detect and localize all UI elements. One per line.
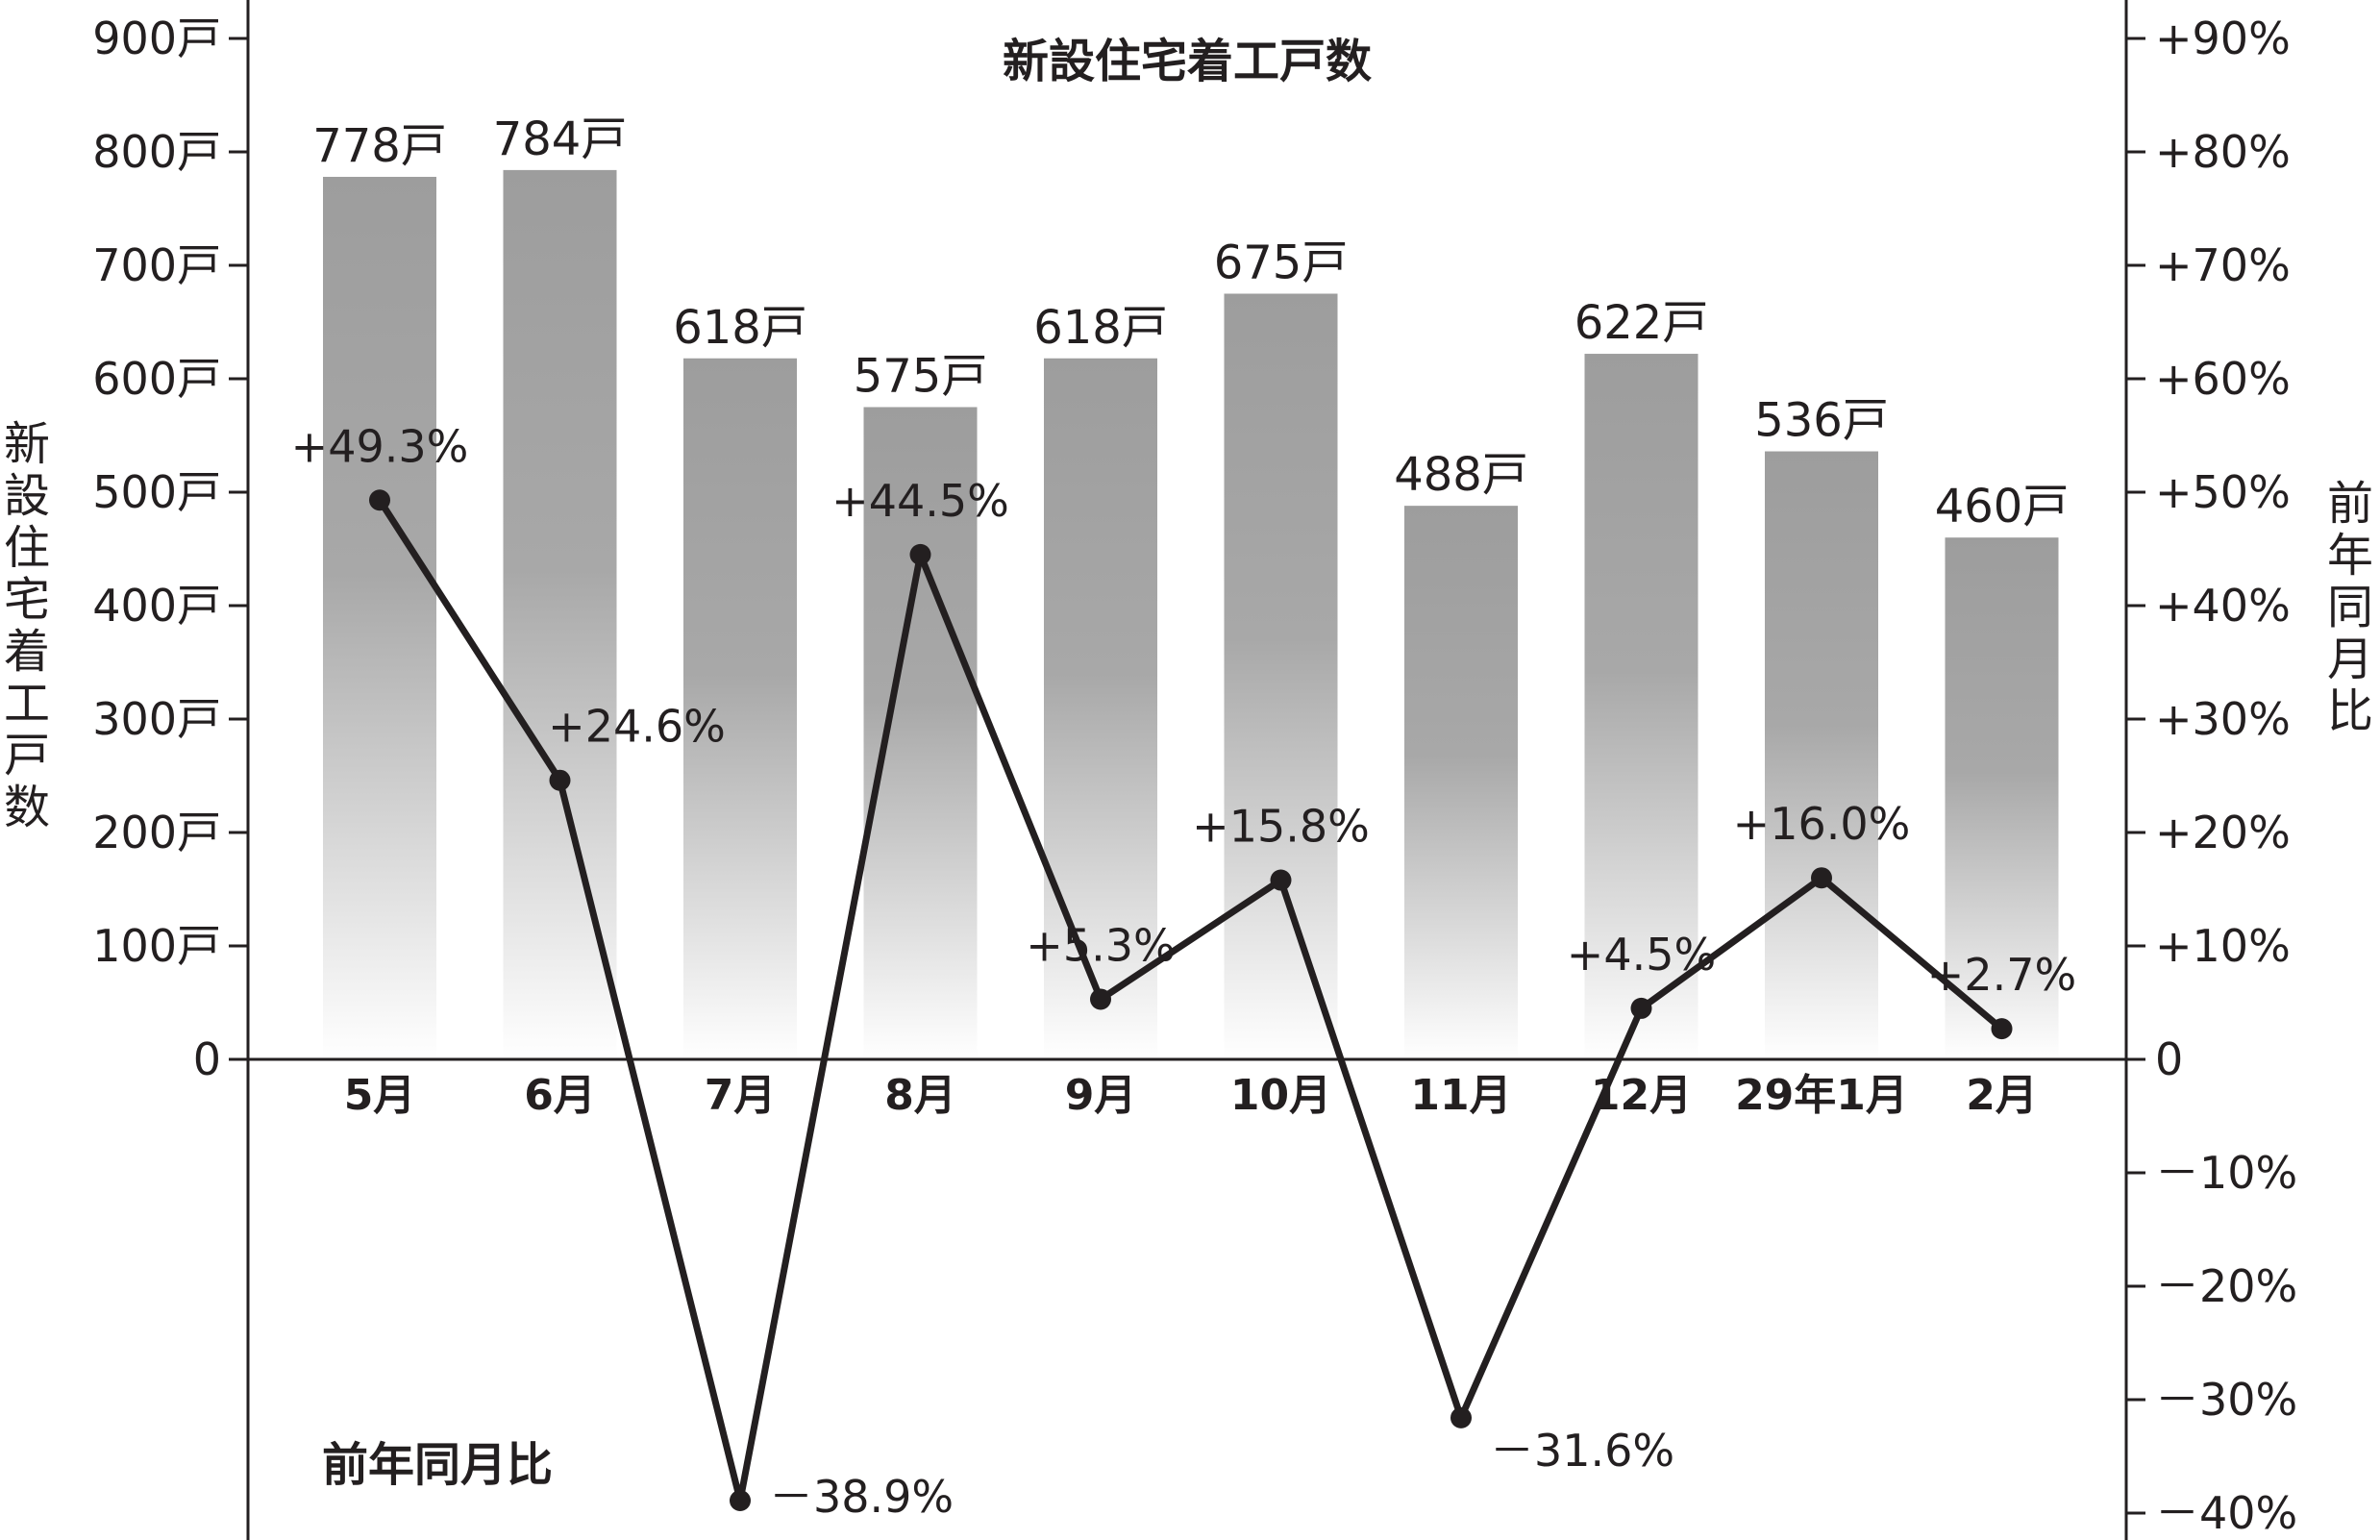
yoy-value-label: +16.0% bbox=[1733, 798, 1911, 850]
category-label: 12月 bbox=[1591, 1071, 1692, 1120]
yoy-value-label: +24.6% bbox=[548, 701, 726, 753]
yoy-value-label: +5.3% bbox=[1026, 919, 1175, 971]
right-tick-label: －40% bbox=[2155, 1487, 2297, 1539]
yoy-value-label: +44.5% bbox=[831, 475, 1009, 527]
bar-9 bbox=[1945, 537, 2059, 1059]
bar-value-label: 784戸 bbox=[493, 112, 628, 166]
bar-value-label: 618戸 bbox=[673, 301, 807, 355]
line-series-caption: 前年同月比 bbox=[322, 1438, 553, 1492]
bar-5 bbox=[1224, 293, 1338, 1059]
yoy-point-7 bbox=[1630, 997, 1652, 1019]
right-tick-label: +40% bbox=[2155, 580, 2291, 632]
bar-1 bbox=[503, 169, 617, 1059]
axis-title-char: 前 bbox=[2327, 477, 2373, 531]
category-label: 11月 bbox=[1410, 1071, 1511, 1120]
axis-title-char: 工 bbox=[4, 677, 50, 731]
right-axis-title: 前年同月比 bbox=[2327, 477, 2373, 738]
bar-value-label: 618戸 bbox=[1033, 301, 1168, 355]
bar-value-label: 778戸 bbox=[312, 119, 447, 173]
chart-title: 新設住宅着工戸数 bbox=[1003, 35, 1372, 88]
yoy-point-4 bbox=[1090, 988, 1111, 1010]
yoy-point-3 bbox=[909, 543, 931, 565]
category-label: 10月 bbox=[1230, 1071, 1331, 1120]
right-tick-label: +50% bbox=[2155, 466, 2291, 518]
yoy-point-2 bbox=[730, 1490, 751, 1512]
right-tick-label: +30% bbox=[2155, 693, 2291, 745]
left-tick-label: 300戸 bbox=[92, 693, 221, 745]
yoy-value-label: +49.3% bbox=[291, 420, 469, 472]
category-label: 6月 bbox=[524, 1071, 596, 1120]
left-tick-label: 700戸 bbox=[92, 239, 221, 291]
bar-value-label: 460戸 bbox=[1935, 480, 2070, 534]
category-label: 2月 bbox=[1966, 1071, 2038, 1120]
axis-title-char: 宅 bbox=[4, 573, 50, 627]
right-tick-label: －20% bbox=[2155, 1260, 2297, 1312]
bar-4 bbox=[1044, 358, 1157, 1059]
yoy-point-5 bbox=[1270, 869, 1292, 891]
left-tick-label: 500戸 bbox=[92, 466, 221, 518]
bar-value-label: 575戸 bbox=[854, 350, 988, 404]
yoy-value-label: +15.8% bbox=[1192, 801, 1370, 853]
yoy-point-6 bbox=[1450, 1406, 1472, 1428]
category-label: 9月 bbox=[1065, 1071, 1137, 1120]
axis-title-char: 比 bbox=[2327, 684, 2373, 738]
left-tick-label: 400戸 bbox=[92, 580, 221, 632]
axis-title-char: 同 bbox=[2327, 581, 2373, 634]
line-layer bbox=[369, 489, 2013, 1512]
axis-title-char: 年 bbox=[2327, 529, 2373, 583]
yoy-line bbox=[377, 498, 2004, 1504]
bar-3 bbox=[863, 407, 978, 1059]
yoy-point-0 bbox=[369, 489, 390, 511]
axis-title-char: 月 bbox=[2327, 633, 2373, 686]
right-tick-label: +80% bbox=[2155, 126, 2291, 178]
bar-value-label: 622戸 bbox=[1574, 296, 1709, 350]
bar-8 bbox=[1765, 451, 1878, 1059]
left-axis-title: 新設住宅着工戸数 bbox=[4, 417, 50, 834]
bar-value-label: 536戸 bbox=[1754, 394, 1889, 448]
bar-value-label: 488戸 bbox=[1394, 448, 1528, 502]
bar-7 bbox=[1584, 354, 1698, 1059]
right-tick-label: +70% bbox=[2155, 239, 2291, 291]
axis-title-char: 数 bbox=[4, 781, 50, 834]
axis-title-char: 新 bbox=[4, 417, 50, 471]
right-tick-label: 0 bbox=[2155, 1033, 2183, 1085]
category-label: 29年1月 bbox=[1735, 1071, 1908, 1120]
left-tick-label: 200戸 bbox=[92, 807, 221, 858]
labels-layer: 778戸 784戸 618戸 575戸 618戸 675戸 488戸 622戸 536戸 460戸… bbox=[291, 112, 2077, 1523]
axis-title-char: 戸 bbox=[4, 729, 50, 782]
axis-title-char: 住 bbox=[4, 521, 50, 575]
bar-2 bbox=[683, 358, 797, 1059]
yoy-value-label: －31.6% bbox=[1490, 1425, 1674, 1477]
yoy-point-9 bbox=[1991, 1018, 2013, 1040]
yoy-point-8 bbox=[1811, 867, 1832, 889]
right-tick-label: +90% bbox=[2155, 12, 2291, 64]
right-tick-label: +20% bbox=[2155, 807, 2291, 858]
yoy-point-1 bbox=[549, 769, 571, 791]
bars-layer bbox=[323, 169, 2059, 1059]
right-tick-label: +60% bbox=[2155, 353, 2291, 405]
axis-title-char: 設 bbox=[4, 469, 50, 523]
category-label: 5月 bbox=[344, 1071, 416, 1120]
bar-0 bbox=[323, 176, 436, 1059]
axis-title-char: 着 bbox=[4, 625, 50, 679]
yoy-value-label: +4.5% bbox=[1567, 929, 1716, 981]
right-tick-label: －30% bbox=[2155, 1374, 2297, 1426]
bar-value-label: 675戸 bbox=[1214, 236, 1349, 290]
right-tick-label: －10% bbox=[2155, 1147, 2297, 1199]
bar-6 bbox=[1404, 506, 1518, 1059]
left-tick-label: 800戸 bbox=[92, 126, 221, 178]
left-tick-label: 100戸 bbox=[92, 920, 221, 972]
left-tick-label: 0 bbox=[193, 1033, 221, 1085]
left-tick-label: 900戸 bbox=[92, 12, 221, 64]
category-label: 7月 bbox=[705, 1071, 777, 1120]
yoy-value-label: －38.9% bbox=[769, 1471, 954, 1523]
axes-layer: 0 100戸 200戸 300戸 400戸 500戸 600戸 700戸 800戸 900戸 +90… bbox=[92, 0, 2297, 1540]
left-tick-label: 600戸 bbox=[92, 353, 221, 405]
yoy-value-label: +2.7% bbox=[1927, 949, 2076, 1001]
category-label: 8月 bbox=[884, 1071, 956, 1120]
right-tick-label: +10% bbox=[2155, 920, 2291, 972]
